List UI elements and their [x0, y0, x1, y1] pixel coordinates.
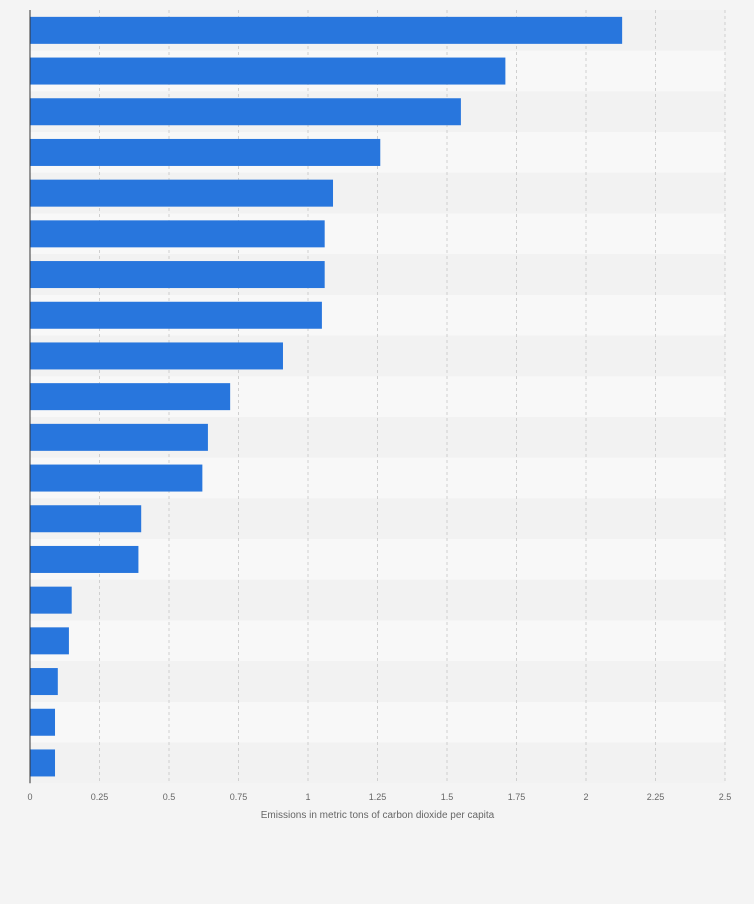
- x-tick-label: 0.25: [91, 792, 109, 802]
- bar: [30, 505, 142, 533]
- x-tick-label: 1.25: [369, 792, 387, 802]
- bar: [30, 383, 231, 411]
- bar: [30, 586, 72, 614]
- x-axis-label: Emissions in metric tons of carbon dioxi…: [261, 810, 495, 821]
- x-tick-label: 2.25: [647, 792, 665, 802]
- bar: [30, 627, 69, 655]
- x-tick-label: 1.5: [441, 792, 454, 802]
- bar: [30, 749, 56, 777]
- x-tick-label: 0: [27, 792, 32, 802]
- bar: [30, 261, 325, 289]
- bar: [30, 16, 623, 44]
- bar: [30, 98, 461, 126]
- bar: [30, 179, 334, 207]
- bar: [30, 138, 381, 166]
- bar: [30, 708, 56, 736]
- x-tick-label: 1.75: [508, 792, 526, 802]
- bar: [30, 423, 208, 451]
- x-tick-label: 1: [305, 792, 310, 802]
- bars: [30, 16, 623, 777]
- x-tick-label: 0.75: [230, 792, 248, 802]
- x-tick-label: 0.5: [163, 792, 176, 802]
- bar: [30, 220, 325, 248]
- bar: [30, 545, 139, 573]
- bar: [30, 57, 506, 85]
- bar: [30, 301, 322, 329]
- x-tick-label: 2.5: [719, 792, 732, 802]
- x-tick-label: 2: [583, 792, 588, 802]
- x-axis-tick-labels: 0 0.25 0.5 0.75 1 1.25 1.5 1.75 2 2.25 2.5: [27, 792, 731, 802]
- bar: [30, 668, 58, 696]
- bar: [30, 342, 283, 370]
- bar: [30, 464, 203, 492]
